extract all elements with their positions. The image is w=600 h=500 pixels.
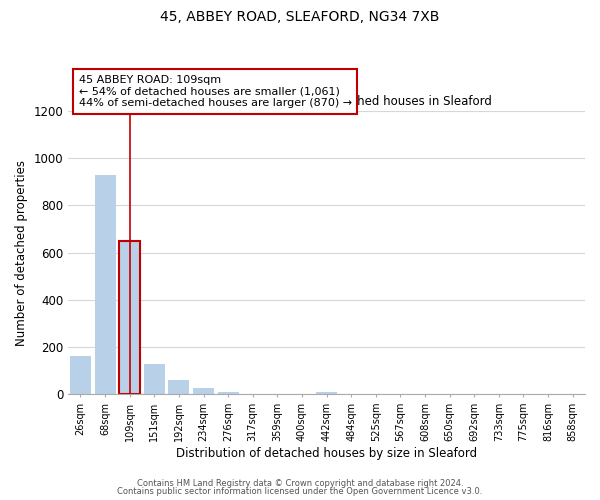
Text: Contains HM Land Registry data © Crown copyright and database right 2024.: Contains HM Land Registry data © Crown c… xyxy=(137,478,463,488)
X-axis label: Distribution of detached houses by size in Sleaford: Distribution of detached houses by size … xyxy=(176,447,477,460)
Text: 45, ABBEY ROAD, SLEAFORD, NG34 7XB: 45, ABBEY ROAD, SLEAFORD, NG34 7XB xyxy=(160,10,440,24)
Text: 45 ABBEY ROAD: 109sqm
← 54% of detached houses are smaller (1,061)
44% of semi-d: 45 ABBEY ROAD: 109sqm ← 54% of detached … xyxy=(79,75,352,108)
Bar xyxy=(95,175,116,394)
Bar xyxy=(218,392,239,394)
Bar xyxy=(193,388,214,394)
Text: Contains public sector information licensed under the Open Government Licence v3: Contains public sector information licen… xyxy=(118,487,482,496)
Bar xyxy=(316,392,337,394)
Title: Size of property relative to detached houses in Sleaford: Size of property relative to detached ho… xyxy=(161,96,491,108)
Y-axis label: Number of detached properties: Number of detached properties xyxy=(15,160,28,346)
Bar xyxy=(119,241,140,394)
Bar xyxy=(169,380,190,394)
Bar xyxy=(70,356,91,395)
Bar xyxy=(144,364,165,394)
